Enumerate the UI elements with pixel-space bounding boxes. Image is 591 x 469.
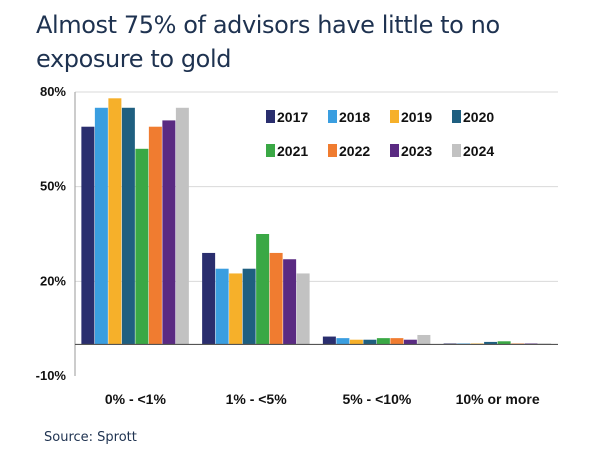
y-tick-label: 80%	[40, 84, 66, 99]
legend-label: 2018	[339, 109, 370, 125]
bar	[403, 339, 417, 345]
legend-label: 2022	[339, 143, 370, 159]
bar	[162, 120, 176, 345]
legend-label: 2019	[401, 109, 432, 125]
bar	[121, 107, 135, 345]
bar	[135, 148, 149, 345]
bar	[417, 334, 431, 345]
legend-swatch	[328, 144, 337, 157]
bar	[175, 107, 189, 345]
bar	[229, 273, 243, 345]
bar	[283, 259, 297, 345]
y-tick-label: 20%	[40, 273, 66, 288]
legend: 2017 2018 2019 2020 2021 2022 2023 2024	[266, 109, 494, 159]
legend-swatch	[266, 144, 275, 157]
bar	[215, 268, 229, 345]
x-category-label: 0% - <1%	[105, 391, 167, 407]
legend-label: 2017	[277, 109, 308, 125]
y-tick-label: 50%	[40, 179, 66, 194]
bar	[94, 107, 108, 345]
source-note: Source: Sprott	[44, 430, 137, 445]
legend-label: 2023	[401, 143, 432, 159]
bar	[269, 252, 283, 345]
legend-swatch	[328, 110, 337, 123]
bar	[296, 273, 310, 345]
legend-swatch	[452, 144, 461, 157]
legend-swatch	[390, 110, 399, 123]
bar	[202, 252, 216, 345]
legend-label: 2021	[277, 143, 308, 159]
legend-swatch	[266, 110, 275, 123]
axes: 80% 50% 20% -10% 0% - <1% 1% - <5% 5% - <10% 10…	[36, 84, 558, 407]
bar	[148, 126, 162, 345]
x-category-label: 10% or more	[456, 391, 540, 407]
x-category-label: 1% - <5%	[226, 391, 288, 407]
bar	[484, 341, 498, 345]
bar	[81, 126, 95, 345]
bar	[336, 338, 350, 345]
bars	[81, 98, 552, 345]
bar	[256, 234, 270, 345]
x-category-label: 5% - <10%	[342, 391, 411, 407]
bar	[497, 341, 511, 345]
chart-title: Almost 75% of advisors have little to no…	[36, 11, 500, 73]
legend-swatch	[452, 110, 461, 123]
bar	[390, 338, 404, 345]
bar	[108, 98, 122, 345]
y-tick-label: -10%	[36, 368, 67, 383]
bar	[322, 336, 336, 345]
bar	[376, 338, 390, 345]
legend-label: 2020	[463, 109, 494, 125]
bar	[242, 268, 256, 345]
bar	[363, 339, 377, 345]
legend-swatch	[390, 144, 399, 157]
bar	[349, 339, 363, 345]
legend-label: 2024	[463, 143, 494, 159]
